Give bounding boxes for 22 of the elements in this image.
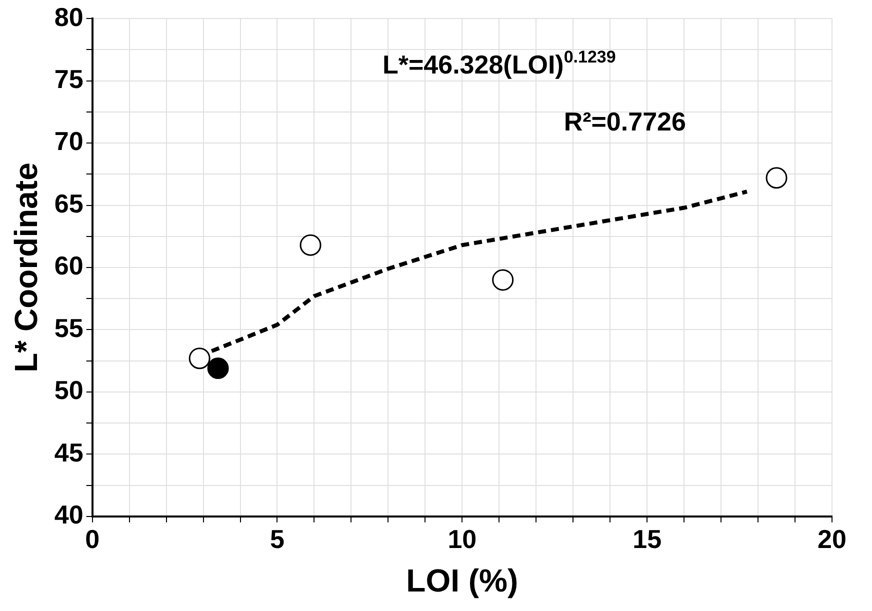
point <box>766 167 788 189</box>
x-tick-label: 10 <box>448 524 477 554</box>
point <box>492 269 514 291</box>
y-tick-label: 40 <box>54 500 84 530</box>
y-axis-title: L* Coordinate <box>8 162 44 372</box>
y-tick-label: 60 <box>54 250 84 281</box>
y-tick-label: 80 <box>54 2 84 32</box>
y-tick-label: 45 <box>54 437 84 468</box>
annotation: R²=0.7726 <box>564 106 686 137</box>
point <box>188 348 210 370</box>
x-tick-label: 5 <box>270 524 284 554</box>
y-tick-label: 50 <box>54 375 84 406</box>
y-tick-label: 75 <box>54 64 84 94</box>
y-tick-label: 70 <box>54 126 84 156</box>
point <box>207 358 229 380</box>
y-tick-label: 55 <box>54 312 84 343</box>
x-tick-label: 0 <box>85 524 100 554</box>
x-tick-label: 20 <box>818 524 846 554</box>
y-tick-label: 65 <box>54 188 84 218</box>
x-axis-title: LOI (%) <box>406 562 518 599</box>
point <box>300 234 322 256</box>
x-tick-label: 15 <box>632 524 662 554</box>
